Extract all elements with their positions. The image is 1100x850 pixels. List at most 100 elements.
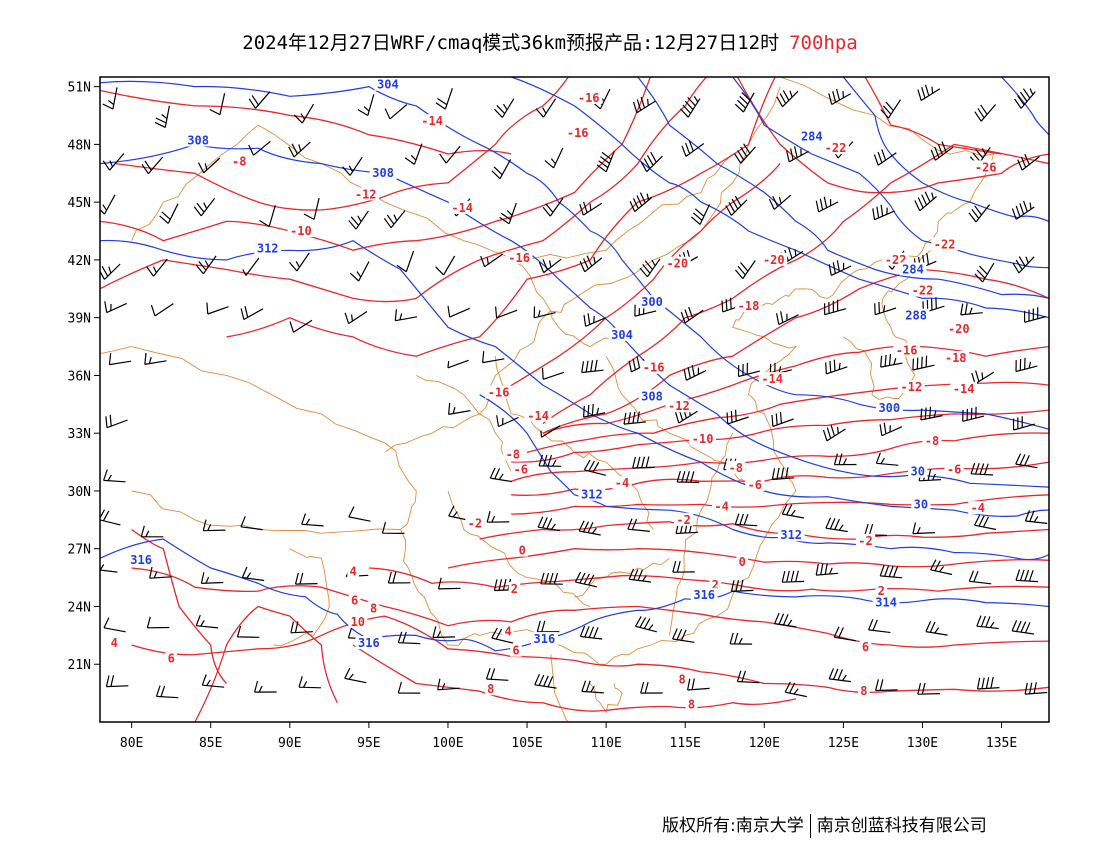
footer-separator xyxy=(809,814,811,838)
temperature-label: -20 xyxy=(666,257,688,271)
wind-barb xyxy=(815,196,839,213)
lon-tick-label: 125E xyxy=(828,736,859,751)
temperature-isotherm xyxy=(131,567,1049,648)
height-label-bg xyxy=(608,327,636,341)
wind-barb xyxy=(533,306,556,319)
temperature-label: -26 xyxy=(975,160,997,174)
border-line xyxy=(273,548,330,647)
wind-barb xyxy=(357,94,375,117)
wind-barb xyxy=(976,615,999,630)
border-line xyxy=(257,124,734,261)
wind-barb xyxy=(774,612,797,628)
temperature-label: -14 xyxy=(527,409,549,423)
temperature-isotherm xyxy=(511,409,1049,463)
wind-barb xyxy=(725,195,748,216)
temperature-isotherm xyxy=(542,268,1049,434)
temperature-isotherm xyxy=(100,77,651,251)
height-label-bg xyxy=(777,528,805,542)
wind-barb xyxy=(974,514,997,531)
lon-tick-label: 115E xyxy=(670,736,701,751)
temperature-label: -16 xyxy=(578,91,600,105)
lon-tick-label: 90E xyxy=(278,736,301,751)
temperature-label-bg xyxy=(922,433,942,447)
height-label-bg xyxy=(578,487,606,501)
wind-barb xyxy=(387,571,411,584)
temperature-label-bg xyxy=(347,564,359,578)
temperature-label: 6 xyxy=(168,651,175,665)
lat-tick-label: 33N xyxy=(68,427,91,442)
temperature-isotherm xyxy=(864,77,1002,155)
wind-barb xyxy=(1012,256,1035,274)
wind-barb xyxy=(1017,153,1040,171)
border-line xyxy=(779,77,995,299)
wind-barb xyxy=(674,407,698,424)
temperature-label: -18 xyxy=(738,299,760,313)
wind-barb xyxy=(140,525,164,538)
temperature-label: 8 xyxy=(688,698,695,712)
height-label-bg xyxy=(184,133,212,147)
wind-barb xyxy=(541,367,565,380)
lat-tick-label: 48N xyxy=(68,138,91,153)
temperature-label-bg xyxy=(855,533,876,547)
wind-barb xyxy=(288,141,311,158)
wind-barb xyxy=(540,572,563,585)
wind-barb xyxy=(925,621,948,636)
wind-barb xyxy=(534,674,557,689)
temperature-label: 2 xyxy=(878,584,885,598)
wind-barb xyxy=(675,521,699,535)
temperature-isotherm xyxy=(510,432,1049,482)
temperature-isotherm xyxy=(542,143,1049,425)
temperature-label: -8 xyxy=(729,461,743,475)
temperature-label-bg xyxy=(758,372,786,386)
wind-barb xyxy=(104,301,127,314)
wind-barb xyxy=(784,681,807,698)
wind-barb xyxy=(672,560,695,573)
wind-barb xyxy=(105,675,129,688)
wind-barb xyxy=(583,459,606,476)
wind-barb xyxy=(200,572,224,584)
temperature-label: 4 xyxy=(504,624,511,638)
wind-barb xyxy=(437,577,461,590)
height-label-bg xyxy=(690,587,718,601)
wind-barb xyxy=(1012,416,1035,431)
height-label-bg xyxy=(638,389,666,403)
height-label-bg xyxy=(798,129,826,143)
temperature-label-bg xyxy=(508,582,521,596)
wind-barb xyxy=(480,253,503,268)
wind-barb xyxy=(781,570,805,583)
border-line xyxy=(574,557,670,598)
height-contour xyxy=(100,80,1049,430)
temperature-isotherm xyxy=(352,644,797,712)
temperature-label: -12 xyxy=(271,66,293,80)
wind-barb xyxy=(822,425,846,442)
wind-barb xyxy=(968,204,990,223)
wind-barb xyxy=(962,406,985,422)
wind-barb xyxy=(868,619,891,634)
temperature-label-bg xyxy=(348,614,368,628)
temperature-label-bg xyxy=(685,697,698,711)
wind-barb xyxy=(579,201,603,216)
temperature-label: 0 xyxy=(519,544,526,558)
wind-barb xyxy=(298,676,322,689)
wind-barb xyxy=(1024,682,1048,695)
wind-barb xyxy=(536,620,560,633)
wind-barb xyxy=(102,153,125,171)
wind-barb xyxy=(435,88,453,110)
wind-barb xyxy=(768,194,792,210)
temperature-label-bg xyxy=(268,77,296,80)
lon-tick-label: 120E xyxy=(749,736,780,751)
temperature-label-bg xyxy=(736,555,748,569)
height-label: 300 xyxy=(641,295,663,309)
copyright-footer: 版权所有:南京大学 南京创蓝科技有限公司 xyxy=(662,811,987,838)
wind-barb xyxy=(825,359,848,375)
wind-barb xyxy=(1024,510,1048,524)
wind-barb xyxy=(680,95,701,118)
wind-barb xyxy=(289,252,310,272)
wind-barb xyxy=(676,470,700,483)
temperature-label-bg xyxy=(665,399,693,413)
temperature-label: -6 xyxy=(513,463,527,477)
wind-barb xyxy=(248,91,271,109)
wind-barb xyxy=(396,250,415,273)
temperature-label-bg xyxy=(909,283,936,297)
temperature-label-bg xyxy=(510,643,522,657)
